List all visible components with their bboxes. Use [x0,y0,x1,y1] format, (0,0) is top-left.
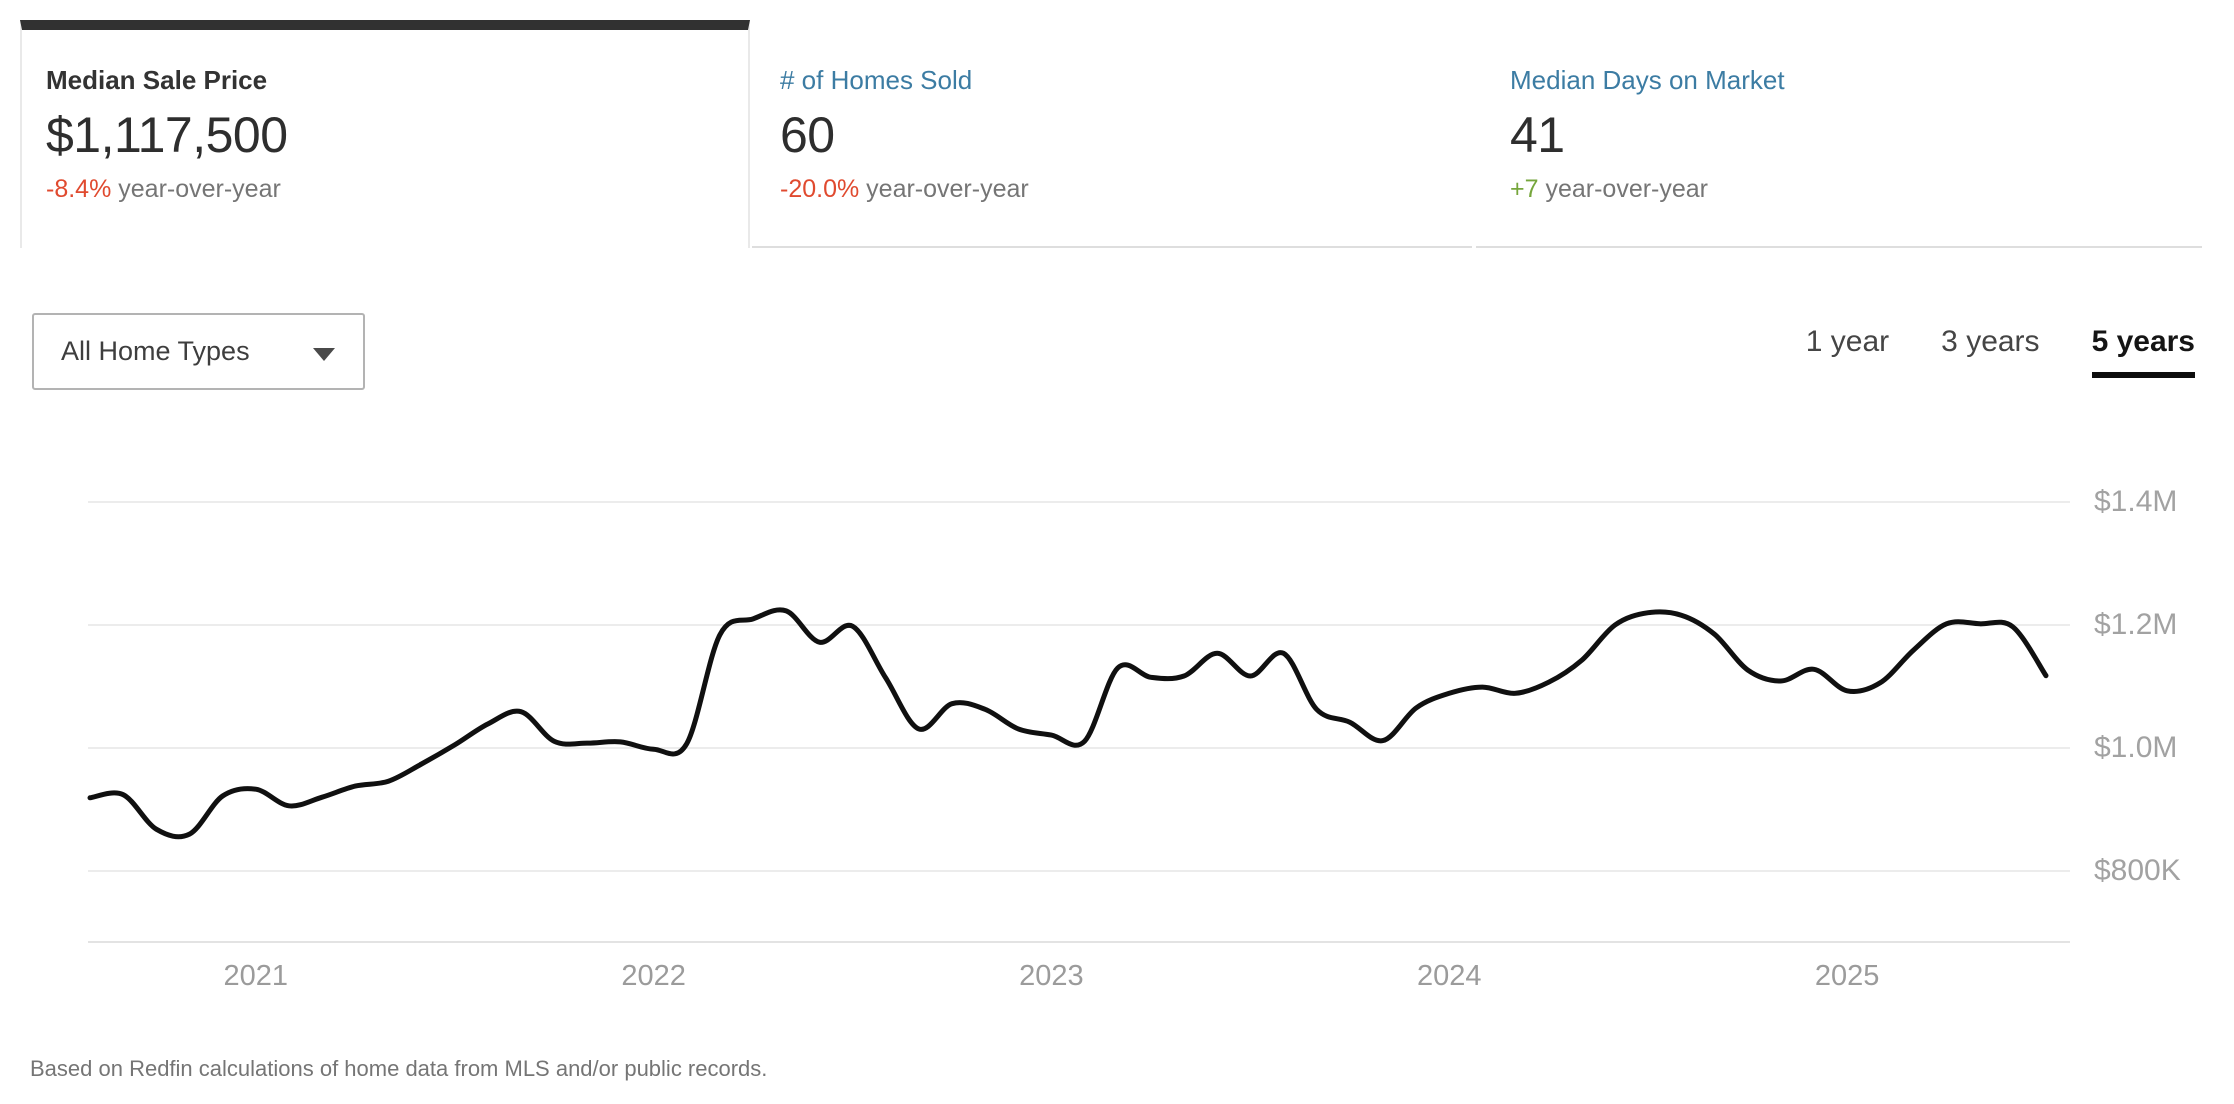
y-axis-tick-label: $1.2M [2094,608,2178,641]
metric-yoy: -20.0% year-over-year [780,174,1029,204]
yoy-delta: +7 [1510,175,1539,203]
home-type-dropdown[interactable]: All Home Types [32,313,365,390]
time-range-selector: 1 year 3 years 5 years [1806,313,2195,390]
median-sale-price-line [87,607,2049,840]
metric-yoy: -8.4% year-over-year [46,174,288,204]
tab-median-days-on-market[interactable]: Median Days on Market 41 +7 year-over-ye… [1476,20,2202,248]
tab-median-sale-price[interactable]: Median Sale Price $1,117,500 -8.4% year-… [20,20,750,248]
yoy-suffix: year-over-year [111,175,281,203]
caret-down-icon [313,348,335,361]
y-axis-tick-label: $1.0M [2094,731,2178,764]
y-axis-tick-label: $800K [2094,854,2181,887]
x-axis-tick-label: 2022 [621,960,686,992]
time-range-1-year[interactable]: 1 year [1805,325,1890,358]
x-axis-tick-label: 2025 [1814,960,1880,992]
yoy-suffix: year-over-year [1538,175,1709,203]
tab-label: # of Homes Sold [780,65,973,95]
metric-value: 60 [780,107,835,163]
yoy-delta: -8.4% [46,175,112,203]
tab-label: Median Sale Price [46,65,268,95]
x-axis-tick-label: 2021 [223,960,288,992]
time-range-3-years[interactable]: 3 years [1941,325,2040,358]
metric-value: $1,117,500 [46,107,288,163]
home-type-dropdown-value: All Home Types [61,336,250,366]
tab-homes-sold[interactable]: # of Homes Sold 60 -20.0% year-over-year [752,20,1472,248]
metric-yoy: +7 year-over-year [1510,174,1785,204]
metric-value: 41 [1510,107,1565,163]
tab-label: Median Days on Market [1510,65,1785,95]
disclaimer-text: Based on Redfin calculations of home dat… [30,1056,768,1081]
x-axis-tick-label: 2023 [1019,960,1084,992]
y-axis-tick-label: $1.4M [2094,485,2178,518]
x-axis-tick-label: 2024 [1416,960,1482,992]
time-range-5-years[interactable]: 5 years [2091,325,2195,378]
yoy-delta: -20.0% [780,175,860,203]
yoy-suffix: year-over-year [859,175,1029,203]
